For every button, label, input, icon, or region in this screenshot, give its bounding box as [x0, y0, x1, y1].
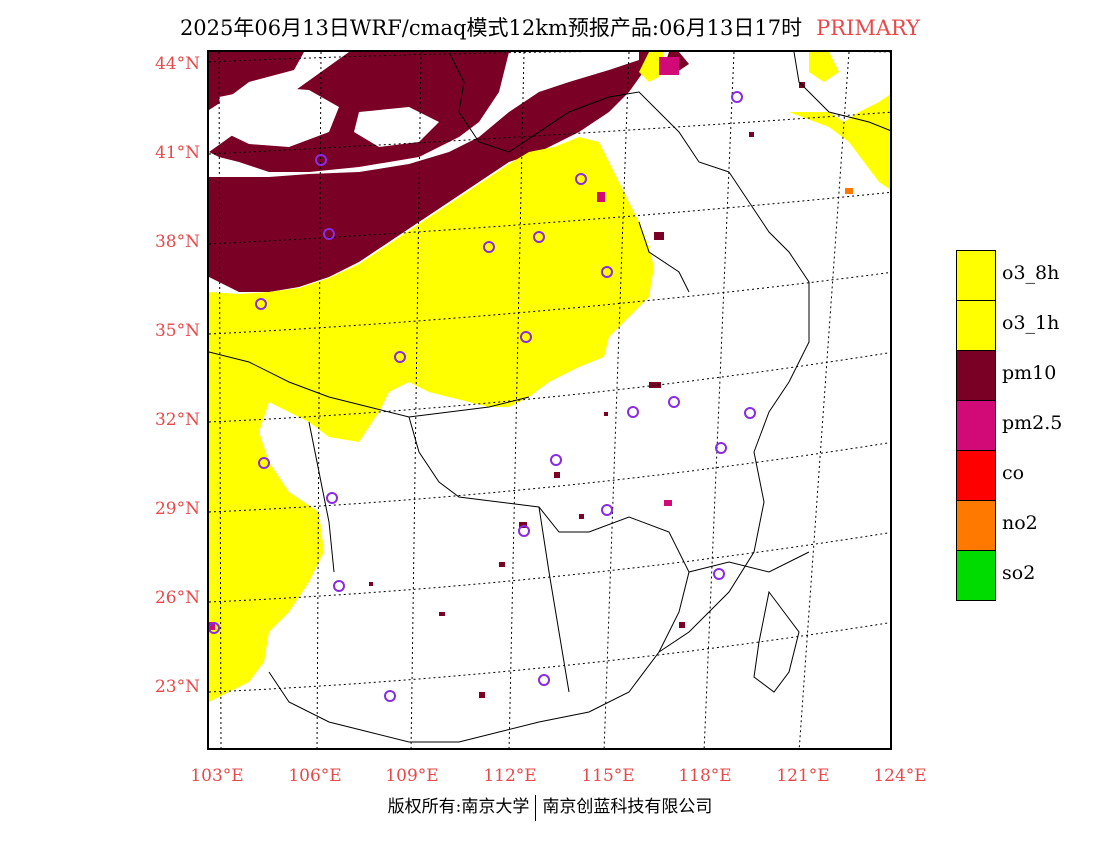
- copyright-left: 版权所有:南京大学: [387, 797, 530, 817]
- legend-label: no2: [1002, 512, 1038, 534]
- no2-pixel: [845, 188, 853, 194]
- copyright-footer: 版权所有:南京大学 南京创蓝科技有限公司: [0, 792, 1100, 821]
- map-canvas: [209, 52, 890, 748]
- station-markers: [209, 91, 756, 702]
- lon-label-106: 106°E: [288, 766, 342, 786]
- clear-gap: [219, 87, 439, 147]
- graticule: [209, 52, 890, 748]
- legend-swatch: [956, 250, 996, 301]
- o3-region-main: [209, 137, 654, 702]
- legend-swatch: [956, 450, 996, 501]
- lat-label-44: 44°N: [154, 54, 200, 74]
- legend-label: pm10: [1002, 362, 1057, 384]
- legend-label: o3_1h: [1002, 312, 1060, 334]
- lat-label-23: 23°N: [154, 677, 200, 697]
- legend-swatch: [956, 350, 996, 401]
- lat-label-29: 29°N: [154, 499, 200, 519]
- lat-label-26: 26°N: [154, 588, 200, 608]
- lon-label-103: 103°E: [190, 766, 244, 786]
- lon-label-112: 112°E: [483, 766, 537, 786]
- title-main: 2025年06月13日WRF/cmaq模式12km预报产品:06月13日17时: [179, 16, 803, 40]
- lat-label-32: 32°N: [154, 410, 200, 430]
- lon-label-121: 121°E: [776, 766, 830, 786]
- legend-label: so2: [1002, 562, 1036, 584]
- lon-label-109: 109°E: [385, 766, 439, 786]
- map-panel[interactable]: [207, 50, 892, 750]
- o3-region-small: [639, 52, 664, 82]
- lon-label-118: 118°E: [678, 766, 732, 786]
- boundaries: [209, 52, 890, 743]
- copyright-separator: [535, 794, 537, 821]
- lat-label-35: 35°N: [154, 321, 200, 341]
- title-primary-tag: PRIMARY: [816, 16, 921, 40]
- lon-label-115: 115°E: [581, 766, 635, 786]
- o3-region-northeast: [789, 52, 890, 190]
- legend-label: co: [1002, 462, 1025, 484]
- legend-swatch: [956, 550, 996, 601]
- legend-swatch: [956, 400, 996, 451]
- legend-swatch: [956, 500, 996, 551]
- legend-label: pm2.5: [1002, 412, 1063, 434]
- legend-label: o3_8h: [1002, 262, 1060, 284]
- pm25-pixels: [209, 57, 679, 630]
- map-title: 2025年06月13日WRF/cmaq模式12km预报产品:06月13日17时 P…: [0, 12, 1100, 42]
- legend-swatch: [956, 300, 996, 351]
- lat-label-38: 38°N: [154, 232, 200, 252]
- lat-label-41: 41°N: [154, 143, 200, 163]
- lon-label-124: 124°E: [873, 766, 927, 786]
- copyright-right: 南京创蓝科技有限公司: [542, 797, 713, 817]
